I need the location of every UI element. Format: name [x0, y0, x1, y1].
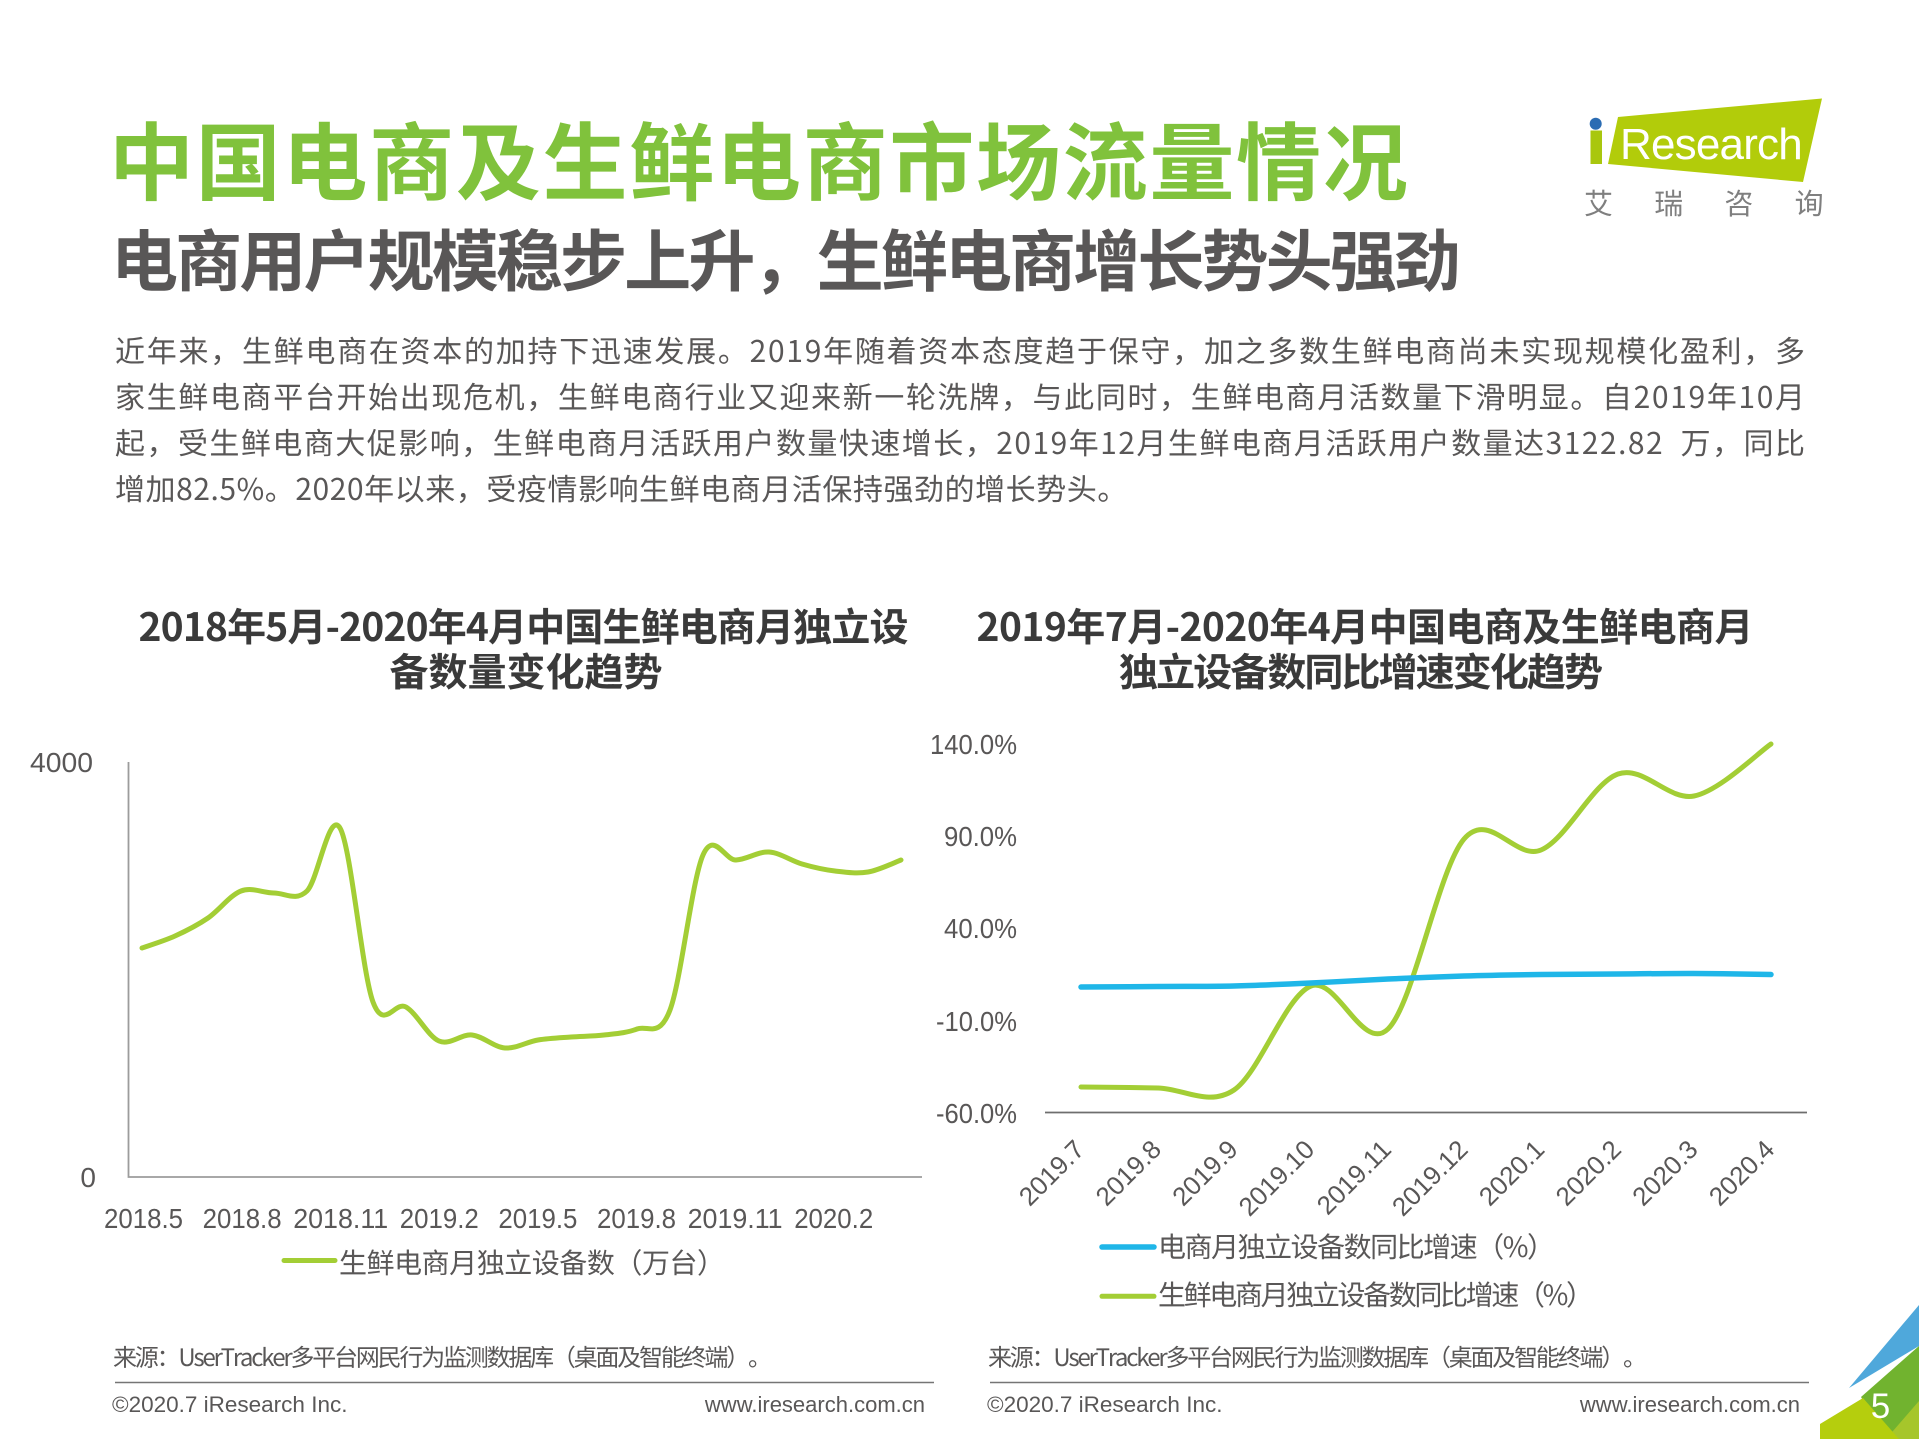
svg-text:2019.8: 2019.8: [1089, 1134, 1166, 1211]
svg-text:2019.11: 2019.11: [688, 1203, 783, 1234]
svg-text:2020.3: 2020.3: [1626, 1134, 1703, 1211]
svg-text:Research: Research: [1620, 120, 1802, 169]
svg-text:2020.2: 2020.2: [1549, 1134, 1626, 1211]
svg-text:2020.4: 2020.4: [1703, 1134, 1780, 1211]
svg-text:2019.8: 2019.8: [597, 1203, 676, 1234]
svg-text:0: 0: [80, 1162, 96, 1193]
svg-text:2020.2: 2020.2: [794, 1203, 873, 1234]
svg-text:2018.8: 2018.8: [203, 1203, 282, 1234]
svg-text:-10.0%: -10.0%: [936, 1006, 1017, 1037]
svg-text:2019.11: 2019.11: [1311, 1134, 1397, 1220]
svg-text:www.iresearch.com.cn: www.iresearch.com.cn: [1579, 1392, 1800, 1417]
svg-text:www.iresearch.com.cn: www.iresearch.com.cn: [704, 1392, 925, 1417]
svg-text:140.0%: 140.0%: [930, 729, 1017, 760]
svg-text:4000: 4000: [30, 747, 93, 778]
svg-text:5: 5: [1871, 1387, 1890, 1426]
svg-text:-60.0%: -60.0%: [936, 1098, 1017, 1129]
svg-text:2019.5: 2019.5: [498, 1203, 577, 1234]
svg-text:2020.1: 2020.1: [1473, 1134, 1550, 1211]
svg-text:90.0%: 90.0%: [944, 821, 1017, 852]
svg-text:2019.12: 2019.12: [1386, 1134, 1474, 1222]
svg-text:2019.7: 2019.7: [1013, 1134, 1090, 1211]
svg-text:2019.10: 2019.10: [1233, 1134, 1321, 1222]
svg-text:2018.11: 2018.11: [293, 1203, 388, 1234]
svg-text:40.0%: 40.0%: [944, 913, 1017, 944]
svg-text:©2020.7 iResearch Inc.: ©2020.7 iResearch Inc.: [112, 1392, 347, 1417]
svg-text:2019.2: 2019.2: [400, 1203, 479, 1234]
svg-text:2018.5: 2018.5: [104, 1203, 183, 1234]
svg-text:©2020.7 iResearch Inc.: ©2020.7 iResearch Inc.: [987, 1392, 1222, 1417]
